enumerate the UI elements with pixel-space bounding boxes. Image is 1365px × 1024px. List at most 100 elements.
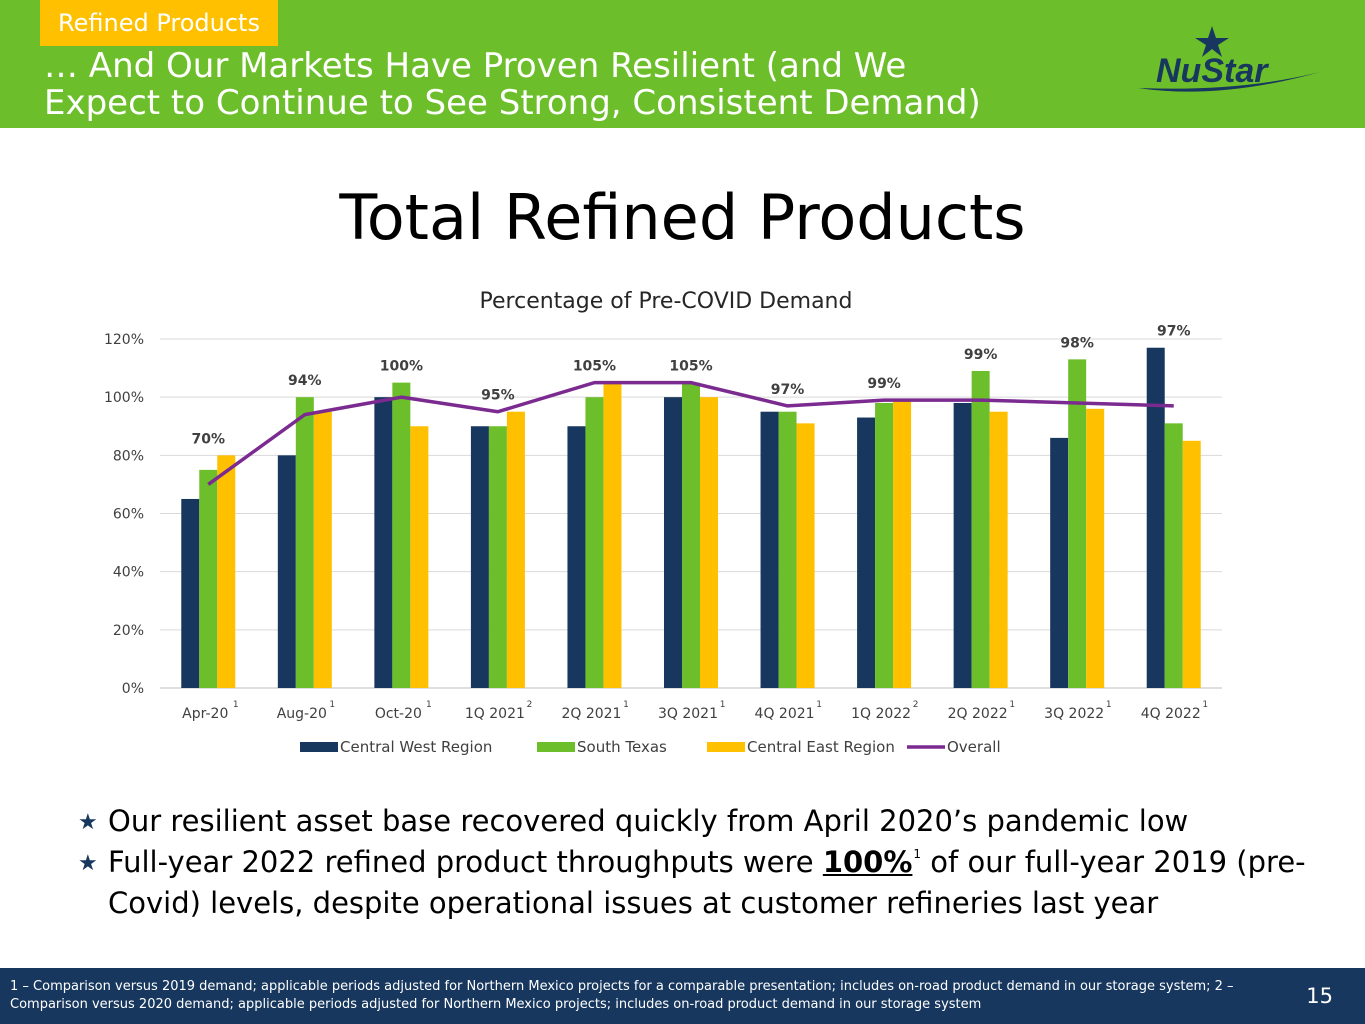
bar-south-texas — [778, 411, 797, 688]
bar-central-east-region — [1182, 440, 1201, 688]
bullet-text-1: Our resilient asset base recovered quick… — [108, 804, 1189, 838]
x-tick-label: 1Q 2022 — [851, 706, 911, 722]
bar-south-texas — [1068, 359, 1087, 688]
chart-title: Percentage of Pre-COVID Demand — [480, 289, 853, 314]
header-title-line2: Expect to Continue to See Strong, Consis… — [44, 83, 981, 123]
bar-central-west-region — [664, 397, 682, 688]
data-label: 98% — [1060, 335, 1094, 351]
bar-south-texas — [585, 397, 604, 688]
x-tick-footnote: 2 — [913, 700, 919, 710]
x-tick-footnote: 1 — [1202, 700, 1208, 710]
x-tick-footnote: 1 — [233, 700, 239, 710]
data-label: 105% — [573, 359, 616, 375]
y-tick-label: 80% — [113, 448, 144, 464]
x-tick-label: 1Q 2021 — [465, 706, 525, 722]
bar-central-west-region — [374, 397, 393, 688]
bar-central-east-region — [410, 426, 429, 688]
star-bullet-icon: ★ — [78, 851, 98, 876]
y-tick-label: 0% — [122, 681, 144, 697]
bar-south-texas — [392, 382, 411, 688]
bar-south-texas — [1164, 423, 1183, 688]
x-tick-label: 3Q 2022 — [1044, 706, 1104, 722]
header-title: … And Our Markets Have Proven Resilient … — [44, 48, 1104, 122]
section-tag: Refined Products — [40, 0, 278, 46]
x-tick-footnote: 1 — [1009, 700, 1015, 710]
legend-label: Central East Region — [747, 738, 895, 756]
bar-central-east-region — [1086, 408, 1105, 688]
footnote: 1 – Comparison versus 2019 demand; appli… — [10, 979, 1234, 1012]
footer-bar: 1 – Comparison versus 2019 demand; appli… — [0, 968, 1365, 1024]
x-tick-label: 2Q 2021 — [561, 706, 621, 722]
data-label: 70% — [192, 431, 226, 447]
bar-central-west-region — [760, 411, 779, 688]
bar-central-east-region — [700, 397, 718, 688]
line-overall — [207, 380, 1174, 486]
legend-swatch-central-west-region — [300, 742, 338, 752]
bullet-highlight: 100% — [822, 845, 913, 879]
bar-central-west-region — [277, 455, 296, 688]
bar-central-west-region — [1050, 437, 1069, 688]
bar-central-west-region — [567, 426, 586, 688]
bullet-item: ★ Our resilient asset base recovered qui… — [78, 804, 1308, 839]
x-tick-label: 2Q 2022 — [948, 706, 1008, 722]
header-bar: Refined Products … And Our Markets Have … — [0, 0, 1365, 128]
bar-south-texas — [295, 397, 314, 688]
bar-south-texas — [875, 402, 894, 688]
x-tick-footnote: 2 — [527, 700, 533, 710]
data-label: 97% — [771, 382, 805, 398]
bar-central-east-region — [603, 382, 622, 688]
data-label: 99% — [867, 376, 901, 392]
bar-central-west-region — [470, 426, 489, 688]
y-tick-label: 100% — [104, 390, 144, 406]
y-tick-label: 20% — [113, 623, 144, 639]
x-tick-footnote: 1 — [329, 700, 335, 710]
header-title-line1: … And Our Markets Have Proven Resilient … — [44, 46, 907, 86]
bar-central-west-region — [181, 498, 200, 688]
x-tick-footnote: 1 — [816, 700, 822, 710]
star-bullet-icon: ★ — [78, 810, 98, 835]
x-tick-label: 4Q 2021 — [755, 706, 815, 722]
data-label: 94% — [288, 373, 322, 389]
page-title: Total Refined Products — [339, 181, 1026, 254]
x-tick-label: 4Q 2022 — [1141, 706, 1201, 722]
y-tick-label: 40% — [113, 565, 144, 581]
bar-central-west-region — [857, 417, 876, 688]
bar-central-east-region — [989, 411, 1008, 688]
legend-label: South Texas — [577, 738, 667, 756]
logo-text: NuStar — [1156, 52, 1269, 90]
demand-chart: Percentage of Pre-COVID Demand 0% 20% 40% 6… — [104, 289, 1222, 756]
bar-central-east-region — [313, 411, 332, 688]
x-tick-label: Aug-20 — [277, 706, 327, 722]
data-label: 100% — [380, 359, 423, 375]
nustar-logo: NuStar — [1138, 26, 1320, 92]
bar-central-west-region — [1146, 347, 1165, 688]
x-tick-label: Oct-20 — [375, 706, 422, 722]
legend-swatch-south-texas — [537, 742, 575, 752]
legend-label: Overall — [947, 738, 1001, 756]
legend-swatch-central-east-region — [707, 742, 745, 752]
x-tick-footnote: 1 — [426, 700, 432, 710]
bar-central-east-region — [796, 423, 815, 688]
bar-south-texas — [682, 382, 700, 688]
x-tick-label: Apr-20 — [182, 706, 228, 722]
data-label: 105% — [669, 359, 712, 375]
bar-south-texas — [488, 426, 507, 688]
bullet-text-2-pre: Full-year 2022 refined product throughpu… — [108, 845, 823, 879]
bar-central-east-region — [893, 400, 912, 688]
bullet-list: ★ Our resilient asset base recovered qui… — [78, 804, 1308, 927]
x-tick-footnote: 1 — [1106, 700, 1112, 710]
bullet-item: ★ Full-year 2022 refined product through… — [78, 845, 1308, 921]
data-label: 95% — [481, 388, 515, 404]
x-tick-footnote: 1 — [623, 700, 629, 710]
bar-central-west-region — [953, 402, 972, 688]
data-label: 99% — [964, 347, 998, 363]
bullet-text-2-post: of our full-year 2019 (pre-Covid) levels… — [108, 845, 1306, 920]
y-tick-label: 60% — [113, 507, 144, 523]
logo-star-icon — [1195, 26, 1229, 57]
bar-south-texas — [971, 370, 990, 688]
x-tick-footnote: 1 — [720, 700, 726, 710]
page-number: 15 — [1306, 984, 1333, 1008]
data-label: 97% — [1157, 324, 1191, 340]
x-tick-label: 3Q 2021 — [658, 706, 718, 722]
bar-south-texas — [199, 469, 218, 688]
